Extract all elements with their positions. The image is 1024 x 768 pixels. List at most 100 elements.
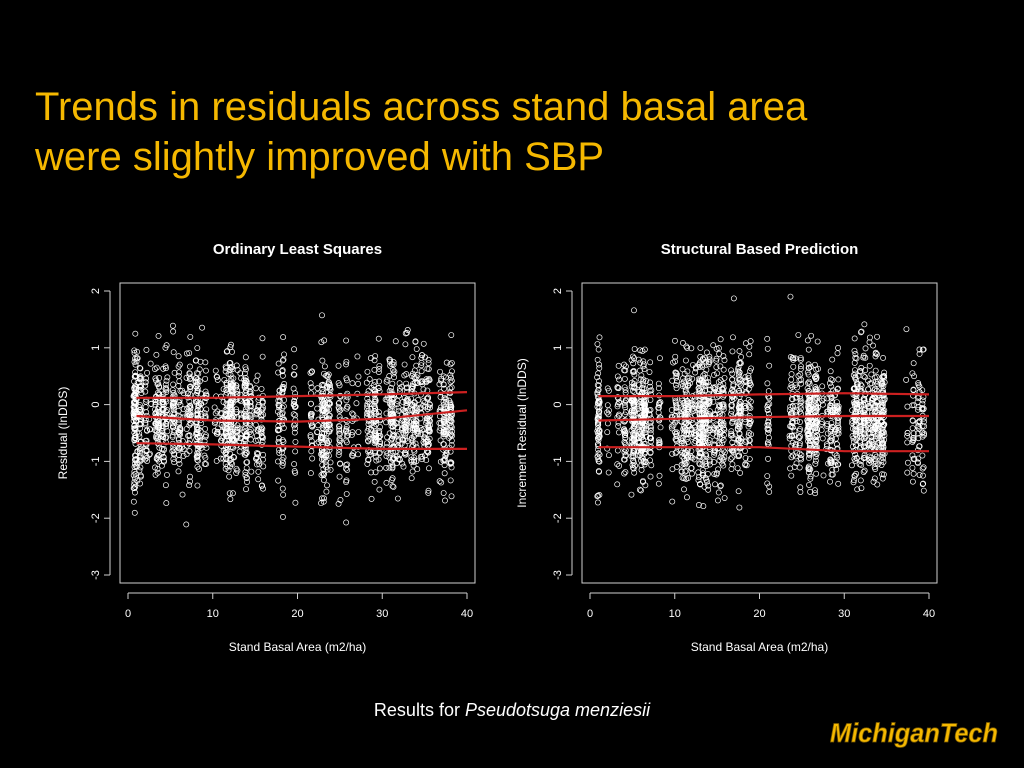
data-point bbox=[871, 475, 878, 482]
data-point bbox=[199, 324, 206, 331]
data-point bbox=[604, 385, 611, 392]
data-point bbox=[214, 428, 221, 435]
data-point bbox=[716, 457, 723, 464]
data-point bbox=[343, 337, 350, 344]
data-point bbox=[422, 354, 429, 361]
data-point bbox=[685, 382, 692, 388]
data-point bbox=[343, 426, 350, 433]
data-point bbox=[422, 452, 428, 459]
data-point bbox=[796, 427, 803, 434]
data-point bbox=[721, 357, 728, 364]
data-point bbox=[867, 380, 873, 387]
data-point bbox=[258, 385, 265, 392]
data-point bbox=[640, 363, 647, 370]
data-point bbox=[186, 370, 193, 377]
data-point bbox=[376, 362, 383, 369]
data-point bbox=[919, 397, 926, 404]
data-point bbox=[290, 385, 297, 392]
data-point bbox=[710, 342, 717, 349]
data-point bbox=[716, 403, 723, 410]
data-point bbox=[915, 381, 922, 388]
data-point bbox=[320, 402, 327, 409]
data-point bbox=[343, 477, 350, 484]
data-point bbox=[798, 380, 805, 387]
data-point bbox=[595, 416, 602, 423]
data-point bbox=[614, 461, 621, 468]
data-point bbox=[672, 429, 679, 436]
data-point bbox=[860, 397, 867, 404]
data-point bbox=[314, 429, 320, 436]
data-point bbox=[170, 396, 177, 403]
data-point bbox=[425, 366, 432, 372]
data-point bbox=[700, 381, 707, 388]
data-point bbox=[170, 456, 177, 463]
data-point bbox=[307, 432, 314, 439]
data-point bbox=[657, 414, 664, 421]
data-point bbox=[862, 345, 869, 352]
data-point bbox=[337, 431, 343, 437]
data-point bbox=[835, 405, 842, 412]
data-point bbox=[680, 426, 687, 432]
data-point bbox=[404, 327, 411, 333]
data-point bbox=[136, 448, 143, 455]
data-point bbox=[132, 452, 139, 459]
data-point bbox=[703, 366, 710, 373]
data-point bbox=[683, 343, 690, 350]
data-point bbox=[228, 341, 234, 348]
data-point bbox=[862, 374, 868, 381]
data-point bbox=[134, 348, 140, 355]
data-point bbox=[656, 437, 662, 444]
data-point bbox=[343, 519, 350, 526]
data-point bbox=[919, 433, 926, 440]
data-point bbox=[371, 402, 378, 409]
data-point bbox=[242, 366, 249, 373]
data-point bbox=[705, 482, 712, 489]
data-point bbox=[425, 377, 432, 384]
data-point bbox=[614, 384, 621, 391]
data-point bbox=[735, 420, 742, 427]
data-point bbox=[175, 456, 182, 463]
data-point bbox=[909, 417, 916, 424]
data-point bbox=[595, 387, 602, 394]
data-point bbox=[909, 402, 916, 409]
trend-line-upper bbox=[136, 391, 468, 399]
data-point bbox=[420, 386, 427, 393]
data-point bbox=[410, 421, 417, 428]
data-point bbox=[291, 346, 298, 353]
data-point bbox=[388, 410, 395, 417]
data-point bbox=[706, 386, 713, 393]
data-point bbox=[177, 431, 184, 438]
data-point bbox=[387, 362, 394, 369]
data-point bbox=[706, 420, 713, 427]
data-point bbox=[448, 459, 455, 466]
data-point bbox=[819, 419, 826, 426]
data-point bbox=[247, 426, 254, 433]
data-point bbox=[364, 368, 371, 375]
data-point bbox=[241, 384, 248, 391]
data-point bbox=[673, 429, 680, 436]
data-point bbox=[426, 427, 433, 434]
data-point bbox=[655, 409, 662, 416]
data-point bbox=[595, 492, 601, 499]
data-point bbox=[721, 495, 728, 501]
data-point bbox=[788, 376, 795, 383]
data-point bbox=[401, 372, 408, 379]
data-point bbox=[364, 409, 371, 416]
data-point bbox=[343, 465, 349, 472]
data-point bbox=[292, 469, 299, 476]
data-point bbox=[187, 363, 193, 370]
data-point bbox=[824, 408, 830, 415]
data-point bbox=[441, 385, 447, 392]
data-point bbox=[228, 423, 235, 430]
data-point bbox=[818, 427, 825, 434]
data-point bbox=[403, 371, 410, 378]
data-point bbox=[403, 380, 410, 387]
data-point bbox=[710, 448, 717, 455]
data-point bbox=[279, 449, 285, 456]
data-point bbox=[373, 457, 380, 464]
data-point bbox=[790, 356, 797, 363]
data-point bbox=[307, 433, 314, 440]
data-point bbox=[290, 371, 297, 378]
data-point bbox=[155, 426, 162, 433]
data-point bbox=[835, 414, 842, 421]
